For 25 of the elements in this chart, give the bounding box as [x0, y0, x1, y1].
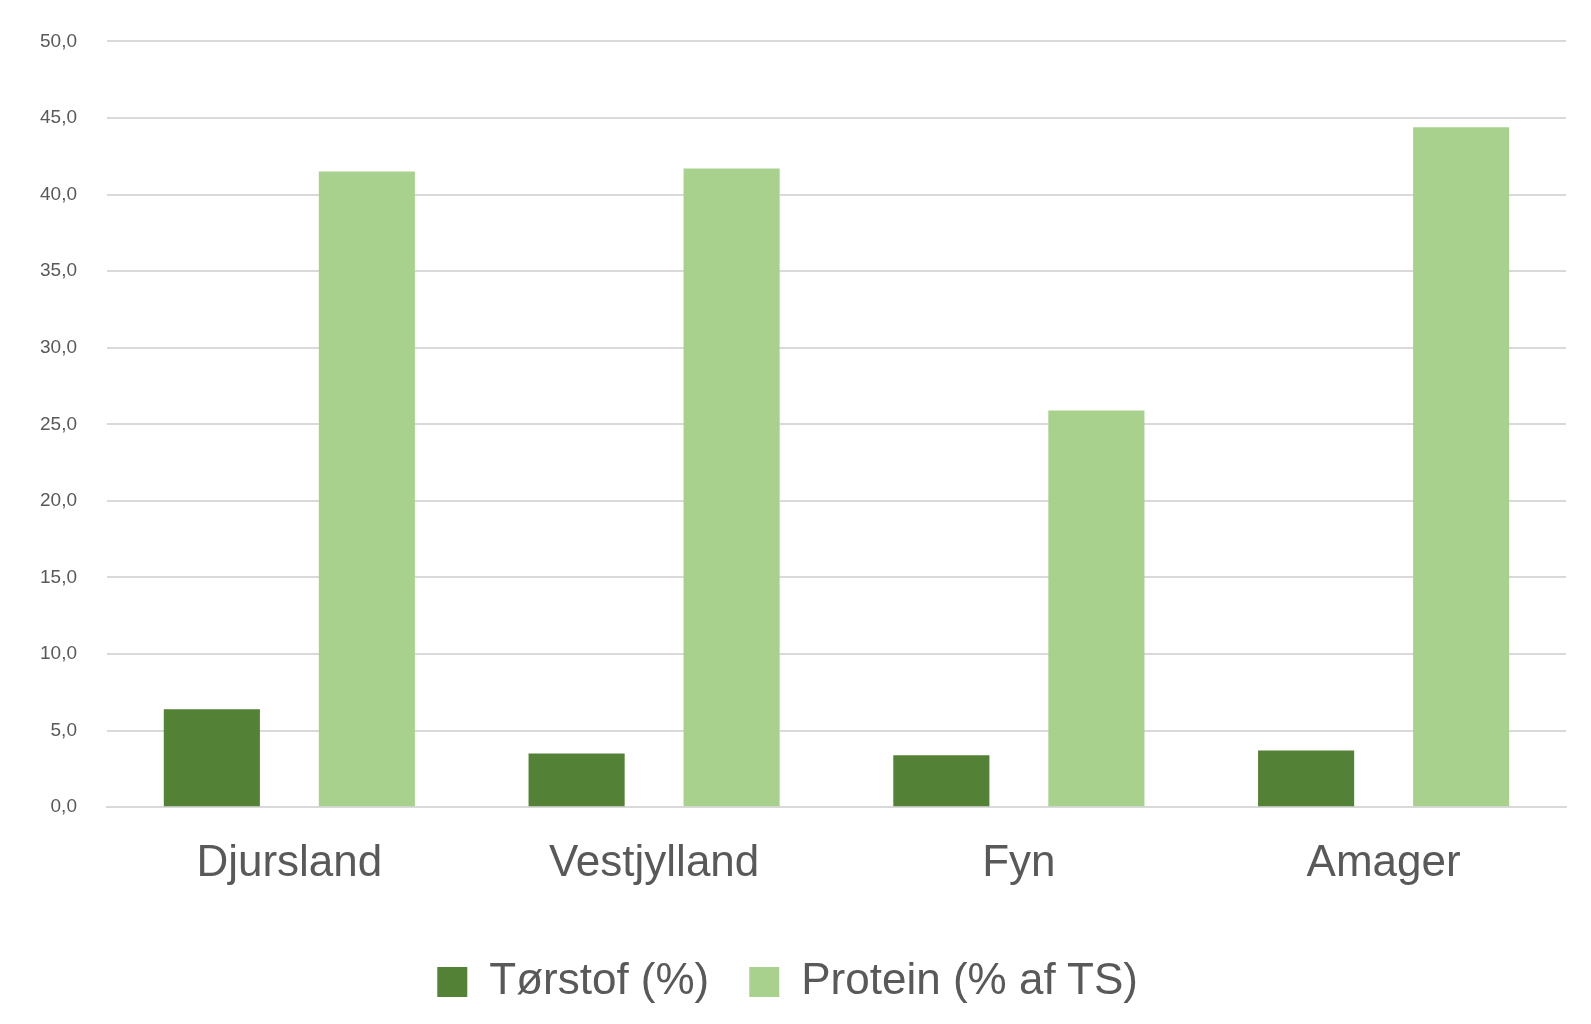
bar: [1258, 750, 1355, 807]
y-tick-label: 10,0: [40, 642, 77, 664]
bar: [318, 171, 415, 807]
y-tick-label: 30,0: [40, 335, 77, 357]
x-tick-label: Djursland: [196, 835, 383, 885]
y-tick-label: 40,0: [40, 182, 77, 204]
y-tick-label: 20,0: [40, 489, 77, 511]
legend-label: Protein (% af TS): [801, 954, 1138, 1004]
x-tick-label: Amager: [1306, 835, 1461, 885]
bar: [1048, 410, 1145, 807]
bar: [683, 168, 780, 807]
y-tick-label: 50,0: [40, 29, 77, 51]
y-tick-label: 15,0: [40, 565, 77, 587]
bar: [893, 755, 990, 807]
bar: [528, 753, 625, 807]
legend-label: Tørstof (%): [489, 954, 710, 1004]
x-tick-label: Fyn: [982, 835, 1056, 885]
y-tick-label: 25,0: [40, 412, 77, 434]
y-tick-label: 45,0: [40, 106, 77, 128]
bar: [163, 709, 260, 807]
x-tick-label: Vestjylland: [548, 835, 760, 885]
bar: [1413, 127, 1510, 807]
y-tick-label: 5,0: [50, 718, 77, 740]
y-tick-label: 35,0: [40, 259, 77, 281]
y-tick-label: 0,0: [50, 795, 77, 817]
